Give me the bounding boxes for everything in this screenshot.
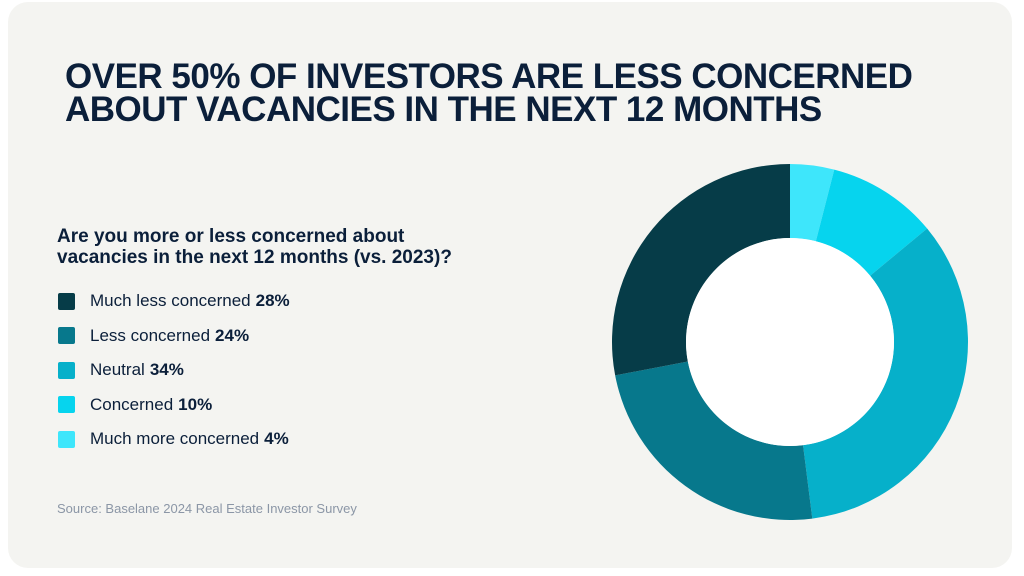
page-title: OVER 50% OF INVESTORS ARE LESS CONCERNED… <box>65 57 985 129</box>
legend-item-less-concerned: Less concerned 24% <box>58 325 290 347</box>
title-line-2: ABOUT VACANCIES IN THE NEXT 12 MONTHS <box>65 90 822 129</box>
donut-slice-much-less-concerned <box>612 164 790 376</box>
legend-swatch <box>58 361 75 379</box>
legend-value: 10% <box>178 394 213 414</box>
legend-label: Less concerned <box>90 325 211 345</box>
survey-question: Are you more or less concerned about vac… <box>57 226 527 268</box>
legend-label: Neutral <box>90 360 145 379</box>
donut-chart <box>612 164 968 520</box>
question-line-2: vacancies in the next 12 months (vs. 202… <box>57 247 452 268</box>
legend-swatch <box>58 292 75 310</box>
legend-item-concerned: Concerned 10% <box>58 394 290 416</box>
question-line-1: Are you more or less concerned about <box>57 226 405 247</box>
donut-slice-much-more-concerned <box>790 164 835 242</box>
legend-swatch <box>58 430 75 448</box>
legend-swatch <box>58 327 75 344</box>
legend-item-much-less-concerned: Much less concerned 28% <box>58 290 290 312</box>
legend-label: Much more concerned <box>90 429 260 448</box>
legend-value: 34% <box>149 360 184 379</box>
legend-value: 4% <box>264 429 289 448</box>
legend-item-much-more-concerned: Much more concerned 4% <box>58 428 290 450</box>
donut-slice-less-concerned <box>615 361 813 520</box>
legend-value: 28% <box>255 291 290 310</box>
source-note: Source: Baselane 2024 Real Estate Invest… <box>57 501 357 516</box>
legend-label: Much less concerned <box>90 291 251 310</box>
donut-slice-neutral <box>803 228 968 519</box>
legend-swatch <box>58 396 75 413</box>
legend-value: 24% <box>215 325 250 345</box>
donut-hole <box>686 238 894 446</box>
chart-legend: Much less concerned 28% Less concerned 2… <box>58 290 290 463</box>
legend-label: Concerned <box>90 394 174 414</box>
title-line-1: OVER 50% OF INVESTORS ARE LESS CONCERNED <box>65 57 913 96</box>
legend-item-neutral: Neutral 34% <box>58 359 290 381</box>
donut-slice-concerned <box>815 169 928 276</box>
